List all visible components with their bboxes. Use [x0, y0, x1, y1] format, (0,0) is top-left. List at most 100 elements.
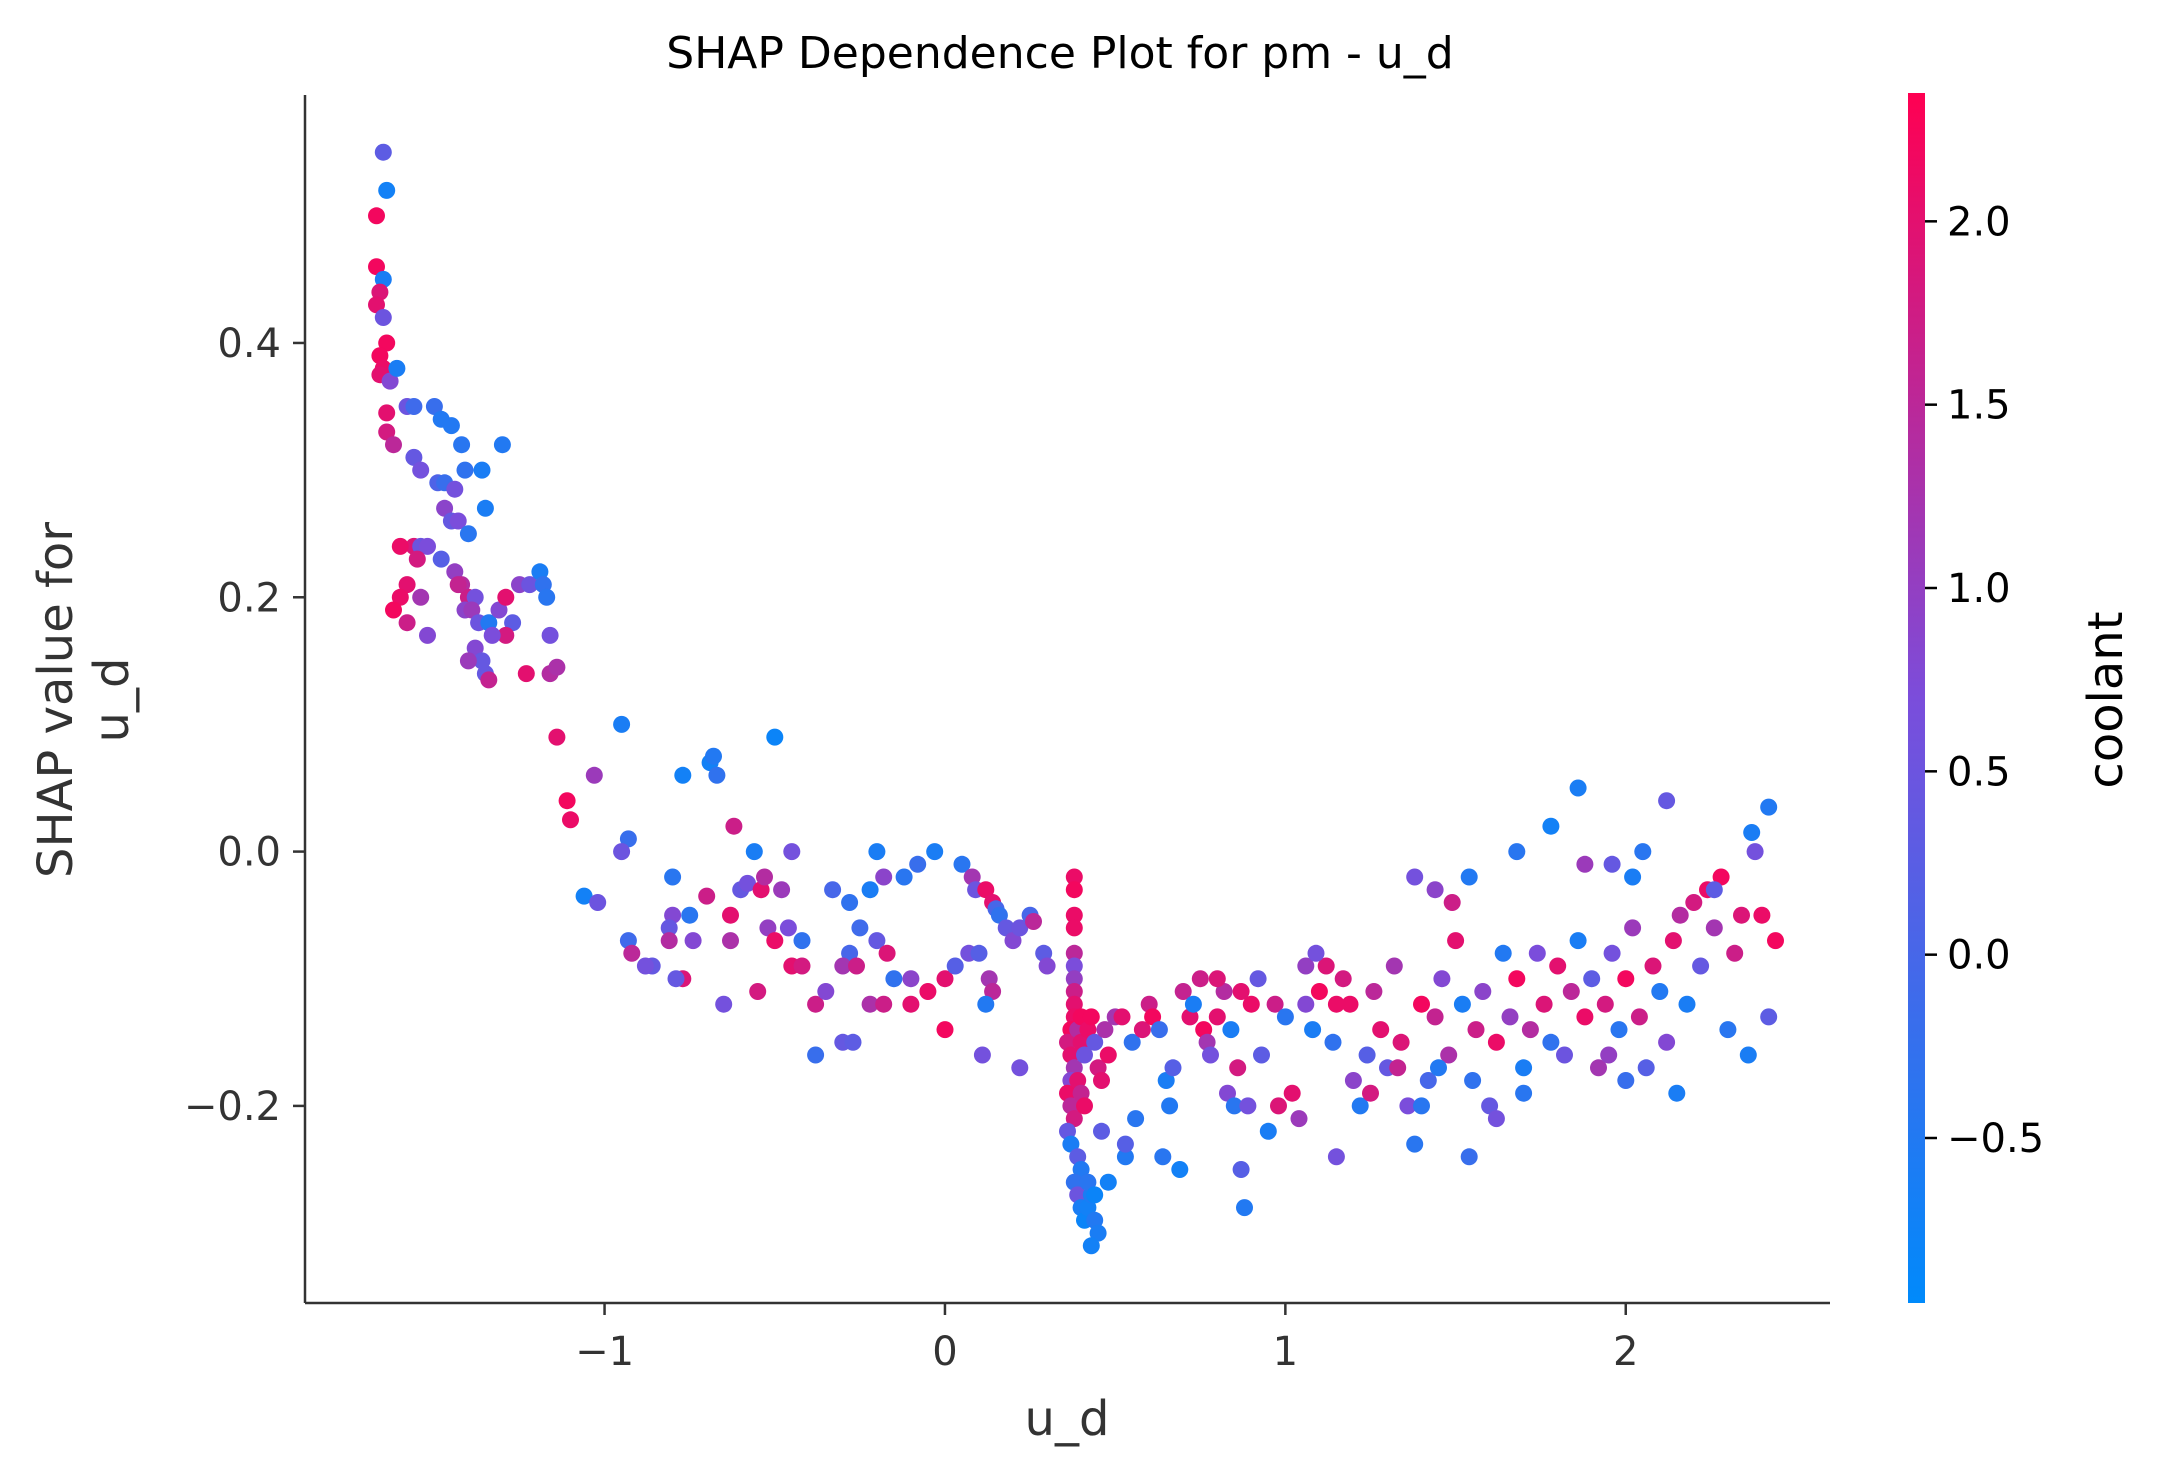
data-point	[807, 1046, 825, 1064]
data-point	[1603, 855, 1621, 873]
data-point	[1082, 1237, 1100, 1255]
data-point	[1065, 868, 1083, 886]
data-point	[1419, 1072, 1437, 1089]
y-axis-label-line2: u_d	[84, 658, 140, 743]
data-point	[1072, 1161, 1090, 1178]
data-point	[388, 359, 406, 377]
data-point	[1065, 1110, 1083, 1128]
data-point	[1283, 1084, 1301, 1102]
data-point	[378, 181, 396, 199]
data-point	[1624, 919, 1642, 937]
data-point	[619, 830, 637, 848]
colorbar-tick-label: 1.0	[1947, 566, 2011, 612]
data-point	[412, 588, 430, 606]
data-point	[374, 309, 392, 326]
data-point	[1430, 1059, 1447, 1077]
data-point	[793, 957, 811, 975]
data-point	[1617, 970, 1635, 988]
data-point	[1562, 983, 1580, 1000]
data-point	[1664, 932, 1682, 950]
colorbar-ticks: −0.5 0.0 0.5 1.0 1.5 2.0	[1925, 199, 2044, 1162]
data-point	[1093, 1072, 1110, 1089]
data-point	[848, 957, 865, 975]
x-tick-label: 0	[932, 1329, 957, 1375]
data-point	[766, 932, 784, 950]
data-point	[378, 423, 396, 441]
y-tick-label: 0.4	[217, 321, 281, 367]
data-point	[1508, 970, 1526, 988]
data-point	[1596, 995, 1614, 1013]
x-axis-label: u_d	[1025, 1391, 1110, 1447]
data-point	[1576, 855, 1594, 873]
data-point	[861, 995, 879, 1013]
data-point	[660, 932, 678, 950]
data-point	[1065, 995, 1083, 1013]
data-point	[1460, 1148, 1478, 1166]
data-point	[841, 894, 859, 911]
data-point	[875, 995, 893, 1013]
data-point	[378, 334, 396, 352]
data-point	[1116, 1135, 1134, 1153]
data-point	[1671, 906, 1689, 924]
data-point	[980, 970, 998, 988]
data-point	[1154, 1148, 1172, 1166]
data-point	[391, 588, 409, 606]
data-point	[1232, 983, 1250, 1000]
data-point	[449, 512, 467, 530]
data-point	[368, 207, 385, 225]
data-point	[1208, 970, 1226, 988]
data-point	[1733, 906, 1750, 924]
data-point	[1038, 957, 1056, 975]
colorbar-tick-label: 1.5	[1947, 383, 2011, 429]
data-point	[368, 258, 385, 276]
data-point	[1324, 1033, 1342, 1051]
data-point	[984, 983, 1002, 1000]
data-point	[1249, 970, 1267, 988]
data-point	[548, 658, 566, 676]
data-point	[841, 944, 859, 962]
data-point	[1242, 995, 1260, 1013]
data-point	[977, 881, 995, 899]
y-axis-label: SHAP value for u_d	[28, 522, 140, 878]
data-point	[1317, 957, 1335, 975]
data-point	[1208, 1008, 1226, 1026]
data-point	[1127, 1110, 1145, 1128]
data-point	[756, 868, 773, 886]
data-point	[759, 919, 777, 937]
data-point	[1760, 1008, 1778, 1026]
data-point	[926, 843, 944, 861]
data-point	[1743, 824, 1761, 841]
data-point	[613, 715, 631, 733]
data-point	[1705, 881, 1723, 899]
data-point	[779, 919, 797, 937]
data-point	[1144, 1008, 1162, 1026]
data-point	[1297, 957, 1315, 975]
data-point	[405, 398, 423, 415]
data-point	[1464, 1072, 1482, 1089]
data-point	[946, 957, 964, 975]
data-point	[368, 296, 385, 314]
data-point	[660, 919, 678, 937]
data-point	[1389, 1059, 1407, 1077]
data-point	[1705, 919, 1723, 937]
data-point	[1327, 1148, 1345, 1166]
data-point	[1239, 1097, 1257, 1115]
data-point	[446, 563, 464, 581]
data-point	[1116, 1148, 1134, 1166]
colorbar-label: coolant	[2078, 611, 2134, 788]
data-point	[1082, 1008, 1100, 1026]
data-point	[1076, 1097, 1093, 1115]
data-point	[391, 537, 409, 555]
data-point	[1634, 843, 1652, 861]
data-point	[868, 932, 886, 950]
data-point	[715, 995, 733, 1013]
data-point	[381, 372, 399, 390]
data-point	[834, 957, 852, 975]
data-point	[1065, 919, 1083, 937]
data-point	[1726, 944, 1744, 962]
data-point	[807, 995, 825, 1013]
colorbar-tick-label: −0.5	[1947, 1116, 2044, 1162]
data-point	[459, 525, 477, 543]
data-point	[1089, 1224, 1107, 1242]
